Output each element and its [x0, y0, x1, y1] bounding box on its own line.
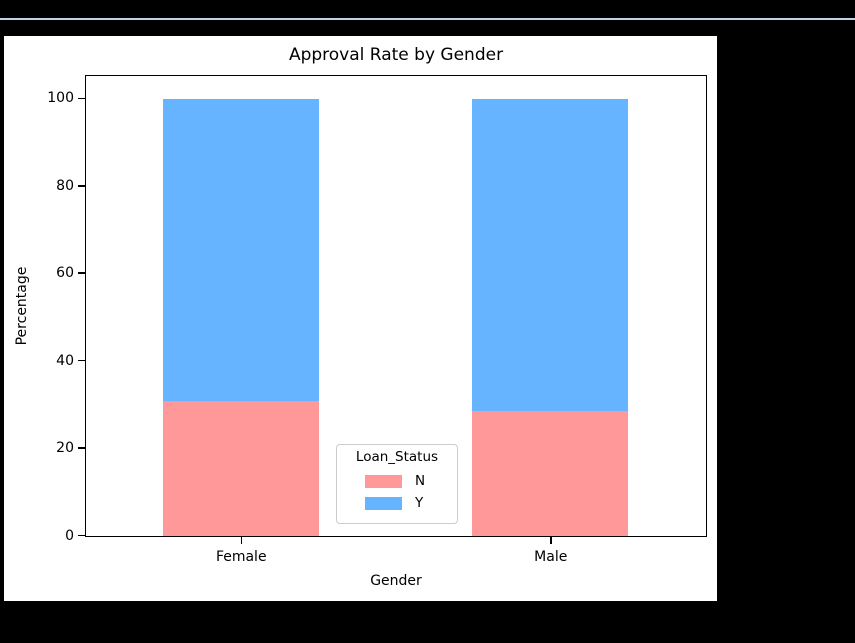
chart-figure: Approval Rate by Gender Percentage Gende… — [4, 36, 717, 601]
y-tick-mark — [78, 185, 85, 187]
bar-segment-male-y — [472, 98, 629, 412]
bar-segment-female-n — [162, 401, 319, 536]
legend-swatch-y — [365, 496, 402, 510]
y-tick-label: 100 — [47, 90, 74, 107]
legend-item-n: N — [337, 470, 457, 492]
legend-title: Loan_Status — [355, 449, 439, 465]
y-tick-label: 80 — [56, 177, 74, 194]
top-separator-line — [0, 18, 855, 20]
y-tick-mark — [78, 97, 85, 100]
x-tick-label-female: Female — [215, 549, 267, 565]
legend-item-label: N — [415, 473, 426, 489]
x-tick-label-male: Male — [534, 549, 568, 565]
y-tick-label: 40 — [56, 352, 74, 369]
x-tick-mark — [240, 537, 242, 544]
y-tick-mark — [78, 359, 85, 362]
legend-item-y: Y — [337, 492, 457, 514]
y-tick-mark — [78, 534, 85, 537]
y-axis-label: Percentage — [14, 266, 30, 346]
bar-segment-male-n — [472, 411, 629, 536]
y-tick-label: 20 — [56, 440, 74, 457]
y-tick-label: 60 — [56, 265, 74, 282]
legend-item-label: Y — [415, 495, 424, 511]
legend-swatch-n — [365, 474, 402, 488]
x-axis-label: Gender — [370, 573, 422, 589]
x-tick-mark — [550, 537, 552, 544]
y-tick-mark — [78, 272, 85, 274]
chart-title: Approval Rate by Gender — [288, 45, 504, 65]
y-tick-label: 0 — [65, 527, 74, 544]
bar-segment-female-y — [162, 98, 319, 402]
y-tick-mark — [78, 447, 85, 449]
